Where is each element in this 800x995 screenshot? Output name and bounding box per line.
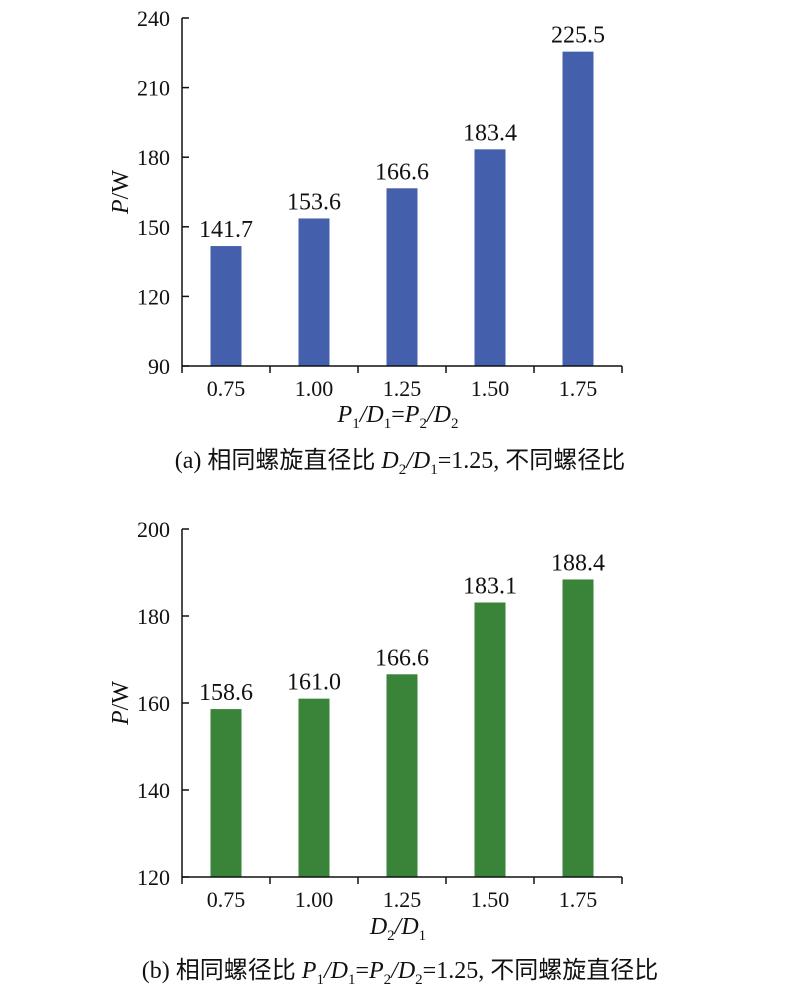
chart-a-y-axis-title: P/W	[108, 170, 134, 215]
chart-b-bars	[210, 579, 594, 877]
chart-a-x-tick-label: 1.00	[295, 376, 334, 401]
chart-b-y-tick-label: 140	[137, 778, 170, 803]
chart-b-bar	[562, 579, 594, 877]
chart-a-value-label: 225.5	[551, 23, 605, 49]
chart-a-bar	[386, 188, 418, 366]
chart-b-value-labels: 158.6 161.0 166.6 183.1 188.4	[199, 550, 605, 706]
chart-a-x-tick-label: 1.75	[559, 376, 598, 401]
chart-a-value-label: 183.4	[463, 120, 517, 146]
chart-a-x-tick-label: 1.25	[383, 376, 422, 401]
chart-b: 158.6 161.0 166.6 183.1 188.4 120 140 160 180 20…	[108, 517, 658, 988]
chart-a-y-tick-label: 120	[137, 284, 170, 309]
chart-a-y-tick-label: 180	[137, 145, 170, 170]
chart-b-x-tick-label: 1.75	[559, 887, 598, 912]
chart-a-bar	[562, 51, 594, 366]
chart-a-x-tick-label: 1.50	[471, 376, 510, 401]
chart-b-x-tick-label: 1.25	[383, 887, 422, 912]
chart-a-y-tick-label: 90	[148, 354, 170, 379]
chart-b-value-label: 161.0	[287, 670, 341, 696]
chart-b-axes	[181, 528, 623, 884]
chart-b-y-tick-label: 180	[137, 604, 170, 629]
chart-a-y-tick-label: 210	[137, 76, 170, 101]
chart-a-value-labels: 141.7 153.6 166.6 183.4 225.5	[199, 23, 605, 243]
chart-a-value-label: 141.7	[199, 217, 253, 243]
chart-b-value-label: 166.6	[375, 645, 429, 671]
chart-a-axes	[181, 17, 623, 373]
chart-a-y-tick-label: 240	[137, 6, 170, 31]
chart-a-bar	[298, 218, 330, 366]
chart-a-y-tick-label: 150	[137, 215, 170, 240]
chart-b-bar	[210, 709, 242, 877]
chart-b-y-axis-title: P/W	[108, 681, 134, 726]
chart-b-x-axis-title: D2/D1	[369, 914, 426, 944]
chart-b-bar	[386, 674, 418, 877]
chart-a-x-tick-label: 0.75	[207, 376, 246, 401]
chart-b-bar	[474, 602, 506, 877]
chart-b-x-tick-label: 1.00	[295, 887, 334, 912]
chart-b-value-label: 158.6	[199, 680, 253, 706]
chart-a-value-label: 166.6	[375, 159, 429, 185]
chart-b-caption: (b) 相同螺径比 P1/D1=P2/D2=1.25, 不同螺旋直径比	[142, 957, 658, 988]
chart-b-bar	[298, 698, 330, 877]
chart-a-x-axis-title: P1/D1=P2/D2	[337, 402, 459, 432]
chart-a-value-label: 153.6	[287, 189, 341, 215]
chart-a-bar	[210, 246, 242, 366]
chart-b-y-tick-label: 120	[137, 865, 170, 890]
chart-a-bars	[210, 51, 594, 366]
chart-a-bar	[474, 149, 506, 366]
chart-b-y-tick-label: 200	[137, 517, 170, 542]
chart-b-value-label: 183.1	[463, 574, 517, 600]
chart-b-x-tick-label: 1.50	[471, 887, 510, 912]
chart-a: 141.7 153.6 166.6 183.4 225.5 90 120 150 180 210…	[108, 6, 625, 478]
chart-b-y-tick-label: 160	[137, 691, 170, 716]
chart-a-y-tick-labels: 90 120 150 180 210 240	[137, 6, 170, 379]
chart-b-value-label: 188.4	[551, 550, 605, 576]
chart-b-x-tick-labels: 0.75 1.00 1.25 1.50 1.75	[207, 887, 598, 912]
chart-b-x-tick-label: 0.75	[207, 887, 246, 912]
chart-a-caption: (a) 相同螺旋直径比 D2/D1=1.25, 不同螺径比	[175, 447, 626, 478]
chart-a-x-tick-labels: 0.75 1.00 1.25 1.50 1.75	[207, 376, 598, 401]
chart-b-y-tick-labels: 120 140 160 180 200	[137, 517, 170, 890]
